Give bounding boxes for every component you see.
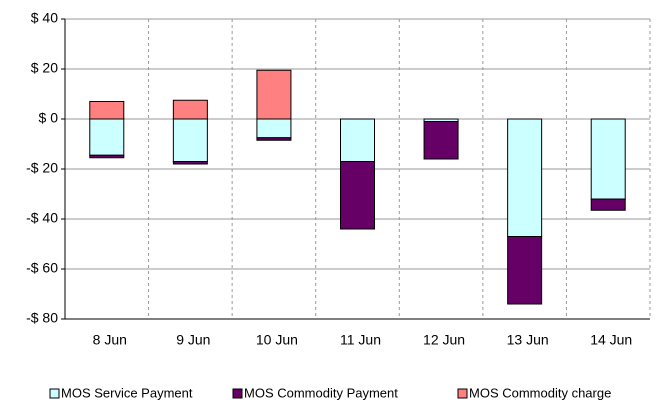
bar-segment	[89, 154, 125, 159]
bar-segment	[89, 118, 125, 156]
bar-segment	[340, 161, 375, 230]
y-tick-label: $ 0	[39, 110, 59, 126]
x-tick-label: 13 Jun	[507, 332, 549, 348]
bar-segment	[507, 236, 543, 305]
legend-swatch	[457, 388, 468, 399]
y-tick-label: -$ 40	[26, 210, 58, 226]
x-tick-label: 9 Jun	[176, 332, 210, 348]
y-tick-label: $ 40	[31, 10, 58, 26]
bar-segment	[172, 118, 208, 162]
x-tick-label: 12 Jun	[423, 332, 465, 348]
bar-segment	[172, 99, 208, 120]
bar-segment	[507, 118, 543, 237]
y-tick-label: -$ 60	[26, 260, 58, 276]
legend-label: MOS Service Payment	[61, 385, 193, 400]
legend-swatch	[49, 388, 60, 399]
bar-segment	[256, 118, 292, 139]
legend-label: MOS Commodity Payment	[244, 385, 398, 400]
bar-segment	[340, 118, 375, 162]
x-tick-label: 10 Jun	[256, 332, 298, 348]
legend-label: MOS Commodity charge	[469, 385, 611, 400]
bar-segment	[256, 137, 292, 141]
x-tick-label: 11 Jun	[340, 332, 381, 348]
bar-segment	[423, 121, 459, 160]
x-tick-label: 8 Jun	[93, 332, 127, 348]
bar-segment	[89, 101, 125, 120]
y-tick-label: -$ 20	[26, 160, 58, 176]
bar-segment	[590, 118, 626, 200]
bar-segment	[590, 198, 626, 211]
y-tick-label: -$ 80	[26, 310, 58, 326]
y-tick-label: $ 20	[31, 60, 58, 76]
bar-segment	[256, 69, 292, 120]
bar-segment	[172, 161, 208, 165]
legend-swatch	[232, 388, 243, 399]
x-tick-label: 14 Jun	[590, 332, 632, 348]
